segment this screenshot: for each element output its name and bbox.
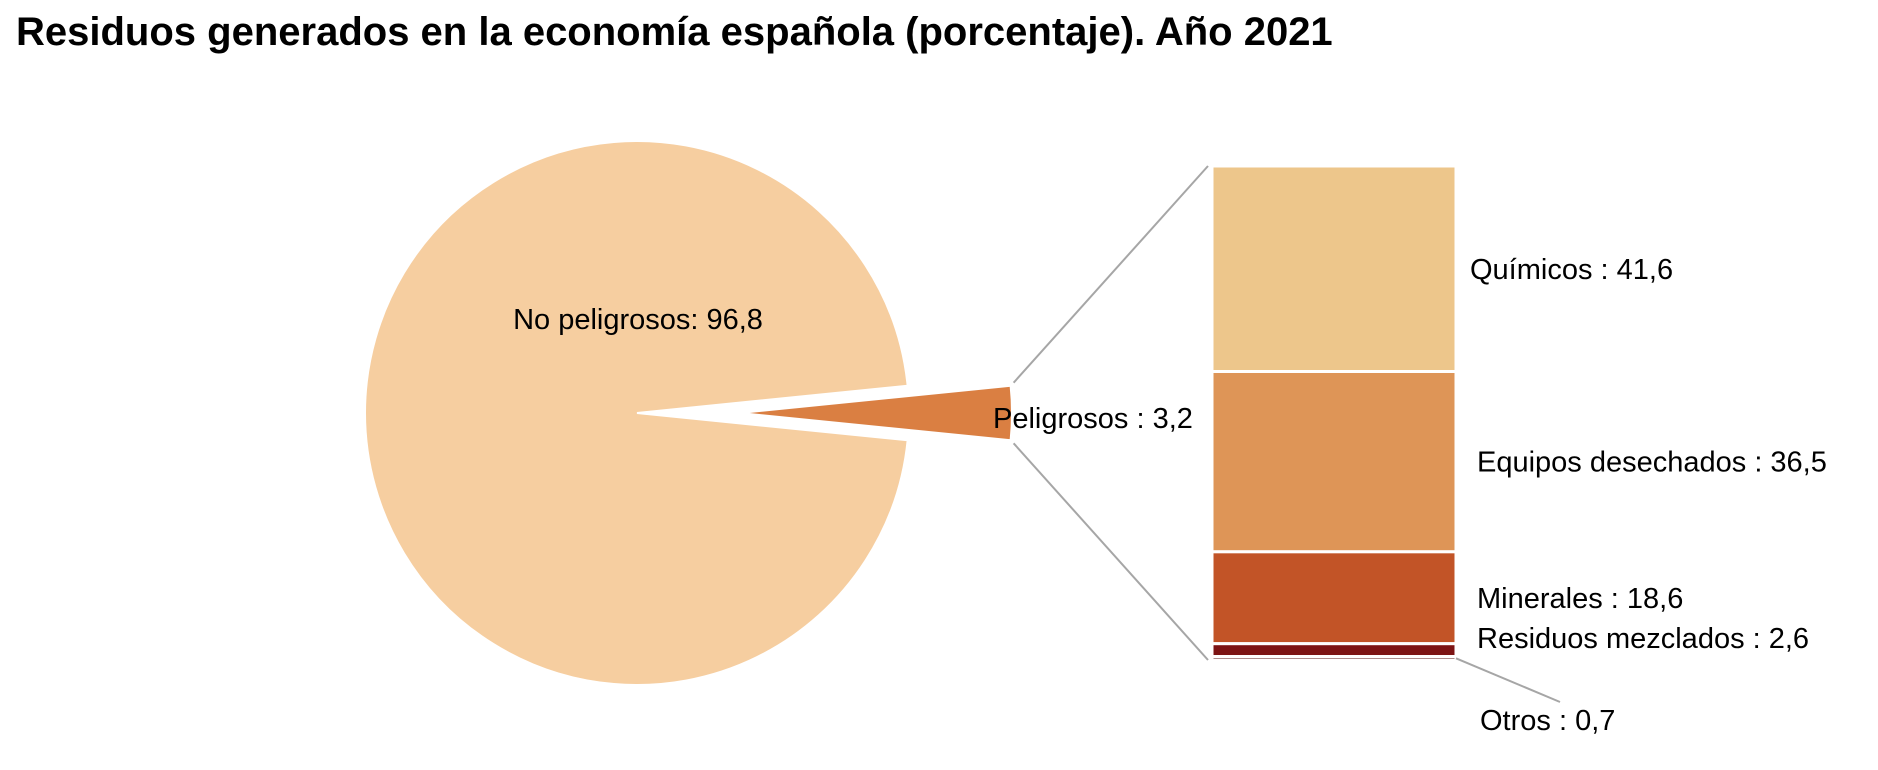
bar-label-2: Minerales : 18,6 [1477, 583, 1683, 615]
bar-segment-2 [1210, 550, 1458, 646]
bar-segment-1 [1210, 370, 1458, 554]
connector-line-bottom [1012, 442, 1209, 661]
pie-slice-no-peligrosos [364, 140, 909, 686]
bar-segment-3 [1210, 642, 1458, 659]
leader-line-otros [1455, 657, 1561, 703]
bar-label-3: Residuos mezclados : 2,6 [1477, 623, 1809, 655]
bar-segment-0 [1210, 164, 1458, 374]
chart-title: Residuos generados en la economía españo… [16, 10, 1333, 54]
pie-label-peligrosos: Peligrosos : 3,2 [993, 403, 1193, 435]
bar-label-0: Químicos : 41,6 [1470, 254, 1673, 286]
bar-label-4: Otros : 0,7 [1480, 705, 1615, 737]
connector-line-top [1012, 165, 1209, 384]
pie-label-no-peligrosos: No peligrosos: 96,8 [513, 304, 763, 336]
bar-segment-4 [1210, 655, 1458, 662]
bar-label-1: Equipos desechados : 36,5 [1477, 447, 1827, 479]
pie-slice-peligrosos [739, 384, 1014, 442]
